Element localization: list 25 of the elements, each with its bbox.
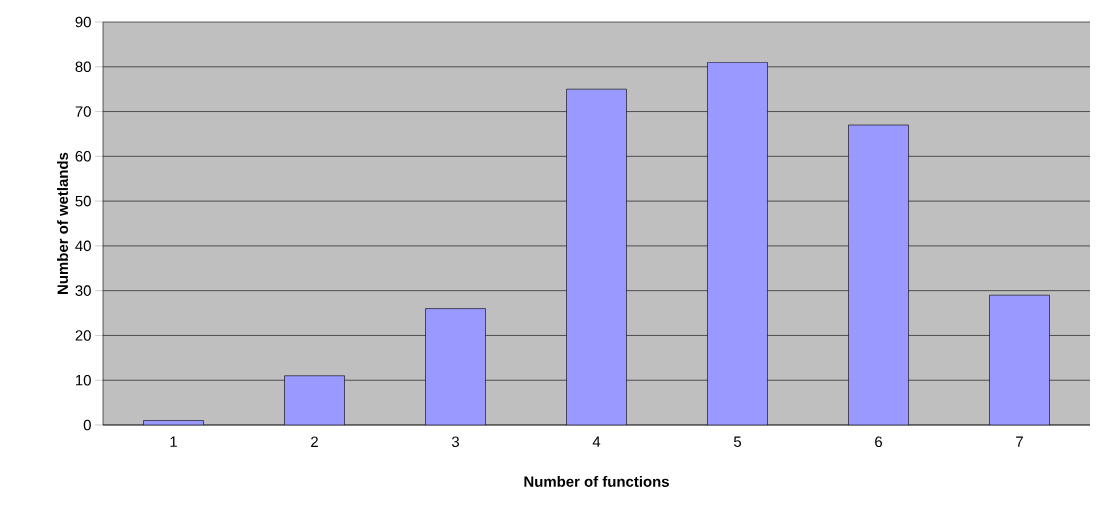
x-tick-label: 5 [733, 436, 742, 447]
y-tick-label: 70 [75, 106, 91, 117]
y-tick-label: 0 [83, 419, 91, 431]
bar [284, 375, 345, 425]
bar [707, 62, 768, 425]
bar [848, 124, 909, 425]
y-tick-label: 20 [75, 330, 91, 341]
x-tick-label: 6 [875, 436, 883, 448]
x-tick-label: 2 [311, 436, 318, 447]
y-tick-label: 10 [76, 374, 91, 386]
y-tick-label: 50 [75, 195, 91, 207]
x-tick-label: 1 [170, 436, 177, 447]
y-tick-label: 90 [75, 16, 91, 28]
y-tick-label: 30 [75, 285, 91, 296]
y-tick-label: 60 [75, 151, 91, 162]
bar [566, 88, 627, 425]
y-tick-label: 80 [75, 61, 91, 73]
bar [989, 294, 1050, 425]
x-tick-label: 3 [451, 436, 459, 448]
bar [425, 308, 486, 425]
x-tick-label: 4 [592, 436, 601, 447]
x-tick-label: 7 [1016, 436, 1023, 447]
y-tick-label: 40 [75, 240, 91, 252]
x-axis-title: Number of functions [524, 475, 669, 487]
y-axis-title: Number of wetlands [57, 152, 69, 294]
